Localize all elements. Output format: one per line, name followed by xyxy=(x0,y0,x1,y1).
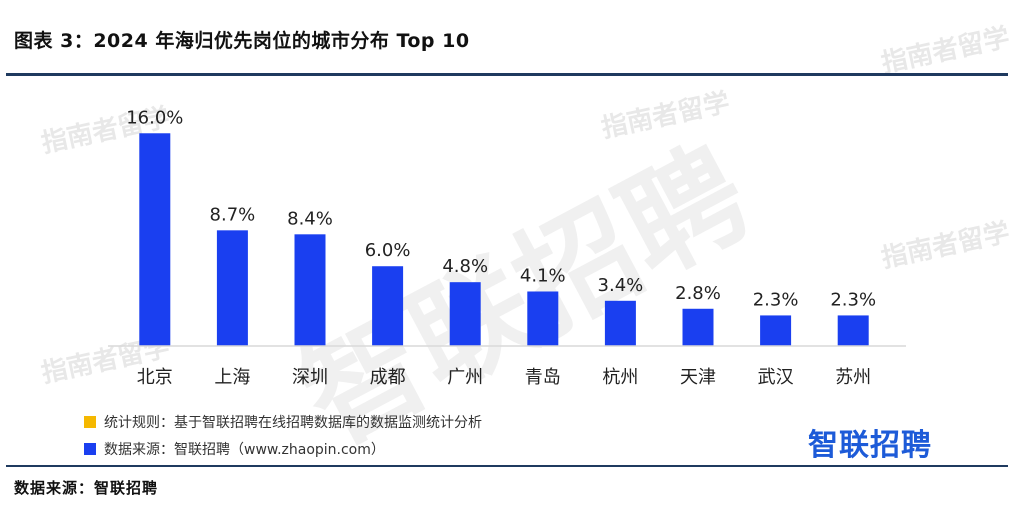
category-labels-group: 北京 上海 深圳 成都 广州 青岛 杭州 天津 武汉 苏州 xyxy=(137,367,871,388)
legend-label-source: 数据来源：智联招聘（www.zhaopin.com） xyxy=(104,442,385,458)
value-label: 6.0% xyxy=(365,240,411,261)
legend-swatch-yellow xyxy=(84,416,96,428)
category-label: 成都 xyxy=(370,367,406,388)
value-label: 4.1% xyxy=(520,265,566,286)
figure-title: 图表 3：2024 年海归优先岗位的城市分布 Top 10 xyxy=(14,30,470,52)
value-label: 2.8% xyxy=(675,283,721,304)
category-label: 苏州 xyxy=(835,367,871,388)
category-label: 武汉 xyxy=(758,367,794,388)
category-label: 广州 xyxy=(447,367,483,388)
value-label: 16.0% xyxy=(126,107,183,128)
legend-item-source: 数据来源：智联招聘（www.zhaopin.com） xyxy=(84,439,385,459)
category-label: 深圳 xyxy=(292,367,328,388)
value-label: 2.3% xyxy=(753,289,799,310)
bar-chart: 16.0% 8.7% 8.4% 6.0% 4.8% 4.1% 3.4% 2.8% 2.3% 2.3… xyxy=(108,107,906,388)
source-note: 数据来源：智联招聘 xyxy=(14,479,159,497)
category-label: 上海 xyxy=(214,367,250,388)
value-label: 8.7% xyxy=(210,204,256,225)
top-divider xyxy=(6,73,1008,76)
bottom-divider xyxy=(6,465,1008,467)
bar-武汉 xyxy=(760,315,792,346)
bar-青岛 xyxy=(527,291,559,346)
bar-杭州 xyxy=(604,300,636,346)
value-label: 8.4% xyxy=(287,208,333,229)
category-label: 杭州 xyxy=(602,367,638,388)
category-label: 天津 xyxy=(680,367,716,388)
category-label: 北京 xyxy=(137,367,173,388)
category-label: 青岛 xyxy=(525,367,561,388)
bar-广州 xyxy=(449,282,481,346)
bars-group xyxy=(139,133,869,346)
bar-苏州 xyxy=(837,315,869,346)
legend-item-rule: 统计规则：基于智联招聘在线招聘数据库的数据监测统计分析 xyxy=(84,412,482,432)
bar-北京 xyxy=(139,133,171,346)
bar-天津 xyxy=(682,308,714,346)
bar-上海 xyxy=(216,230,248,346)
value-label: 2.3% xyxy=(830,289,876,310)
value-label: 3.4% xyxy=(598,275,644,296)
value-label: 4.8% xyxy=(442,256,488,277)
bar-成都 xyxy=(372,266,404,346)
zhaopin-logo: 智联招聘 xyxy=(808,428,932,463)
watermark-badge: 指南者留学 xyxy=(878,22,1013,80)
legend-swatch-blue xyxy=(84,443,96,455)
value-labels-group: 16.0% 8.7% 8.4% 6.0% 4.8% 4.1% 3.4% 2.8% 2.3% 2.3… xyxy=(126,107,876,310)
bar-深圳 xyxy=(294,234,326,346)
legend-label-rule: 统计规则：基于智联招聘在线招聘数据库的数据监测统计分析 xyxy=(104,415,482,431)
